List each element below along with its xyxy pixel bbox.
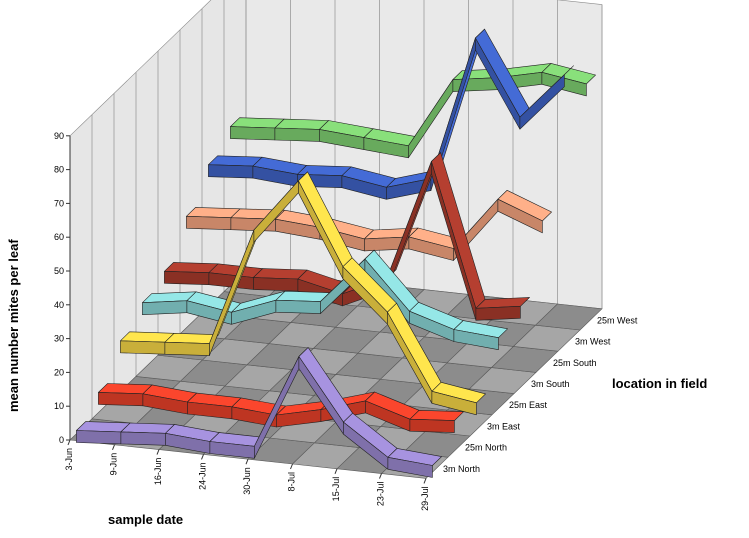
ribbon-segment-front <box>274 127 320 142</box>
y-tick-label: 30 <box>54 334 64 344</box>
ribbon-segment-front <box>98 392 144 407</box>
y-tick-label: 40 <box>54 300 64 310</box>
y-tick-label: 0 <box>59 435 64 445</box>
x-tick-mark <box>290 463 293 470</box>
ribbon-segment-front <box>120 431 166 446</box>
x-tick-mark <box>112 444 115 450</box>
x-tick-label: 23-Jul <box>376 482 386 507</box>
z-tick-label: 25m West <box>597 315 638 325</box>
y-tick-label: 10 <box>54 401 64 411</box>
ribbon-segment-front <box>275 299 321 314</box>
x-tick-mark <box>423 478 427 484</box>
y-tick-label: 60 <box>54 232 64 242</box>
ribbon-segment-front <box>409 418 455 433</box>
ribbon-segment-front <box>497 198 543 234</box>
ribbon-segment-front <box>475 305 521 321</box>
ribbon-segment-front <box>76 430 122 445</box>
z-tick-label: 3m West <box>575 337 611 347</box>
ribbon-segment-top <box>409 409 464 421</box>
ribbon-segment-front <box>230 126 276 141</box>
x-tick-label: 3-Jun <box>64 448 74 471</box>
chart-ribbons <box>76 28 596 478</box>
ribbon-segment-front <box>519 74 565 130</box>
y-tick-label: 20 <box>54 367 64 377</box>
ribbon-segment-top <box>274 118 329 130</box>
ribbon-segment-top <box>120 331 175 343</box>
x-tick-label: 8-Jul <box>287 472 297 492</box>
y-axis-title: mean number mites per leaf <box>6 239 21 412</box>
x-tick-mark <box>156 449 160 455</box>
ribbon-segment-front <box>164 341 210 356</box>
ribbon-segment-top <box>186 207 241 218</box>
z-tick-label: 3m North <box>443 464 480 474</box>
y-tick-label: 90 <box>54 131 64 141</box>
series-ribbon <box>230 63 596 159</box>
x-tick-label: 9-Jun <box>109 453 119 476</box>
ribbon-segment-front <box>120 340 166 355</box>
series-ribbon <box>120 171 486 416</box>
ribbon-segment-top <box>275 290 330 302</box>
series-ribbon <box>208 28 574 200</box>
x-tick-label: 16-Jun <box>153 458 163 486</box>
ribbon-segment-top <box>76 421 131 433</box>
y-tick-label: 80 <box>54 165 64 175</box>
ribbon-segment-front <box>453 329 499 351</box>
ribbon-segment-front <box>431 390 477 416</box>
ribbon-segment-front <box>387 456 433 478</box>
z-tick-label: 3m East <box>487 421 521 431</box>
x-tick-label: 29-Jul <box>420 486 430 511</box>
x-tick-mark <box>201 454 204 460</box>
x-axis-title: sample date <box>108 512 183 527</box>
x-tick-label: 30-Jun <box>242 467 252 495</box>
series-ribbon <box>76 347 442 478</box>
ribbon-segment-front <box>164 270 210 286</box>
z-tick-label: 25m North <box>465 443 507 453</box>
ribbon-segment-top <box>120 422 175 434</box>
ribbon-segment-front <box>142 300 188 316</box>
x-tick-label: 24-Jun <box>198 462 208 490</box>
x-tick-mark <box>379 473 382 479</box>
z-axis-title: location in field <box>612 376 707 391</box>
ribbon-segment-top <box>98 383 153 395</box>
z-tick-label: 25m South <box>553 358 597 368</box>
x-tick-mark <box>334 468 338 474</box>
series-ribbon <box>142 249 508 351</box>
x-tick-mark <box>245 459 249 465</box>
y-tick-label: 50 <box>54 266 64 276</box>
ribbon-segment-top <box>208 155 263 167</box>
x-tick-mark <box>67 439 71 446</box>
y-tick-label: 70 <box>54 198 64 208</box>
ribbon-segment-front <box>208 164 254 179</box>
ribbon-segment-top <box>230 117 285 129</box>
chart-labels: 0 10 20 30 40 50 60 70 80 90 3-Jun 9-Jun 16-Jun 24-Ju… <box>54 131 638 511</box>
ribbon-segment-front <box>186 216 232 230</box>
ribbon-segment-top <box>253 268 308 280</box>
ribbon-segment-front <box>253 277 299 292</box>
floor-cell <box>535 303 603 331</box>
x-tick-label: 15-Jul <box>331 477 341 502</box>
z-tick-label: 3m South <box>531 379 570 389</box>
ribbon-segment-top <box>164 262 219 274</box>
z-tick-label: 25m East <box>509 400 548 410</box>
